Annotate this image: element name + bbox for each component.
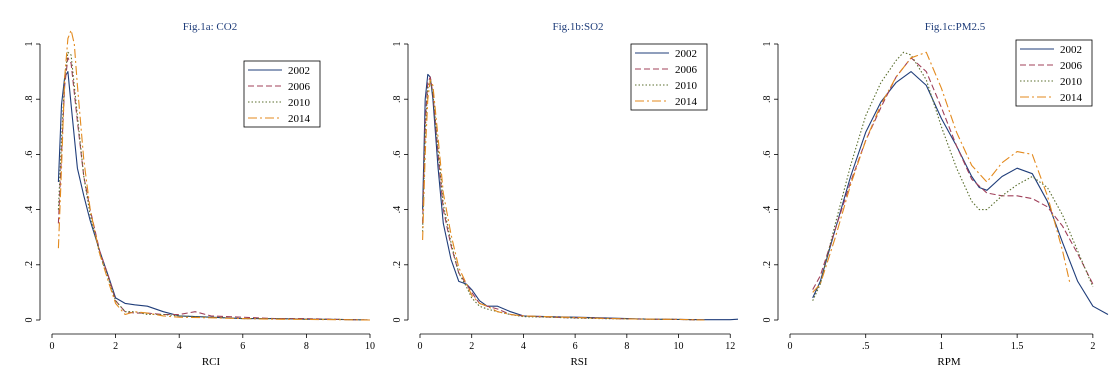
- x-tick-label: 0: [418, 341, 423, 352]
- series-line-2002: [422, 73, 739, 321]
- legend-label-2006: 2006: [675, 64, 698, 76]
- legend-label-2006: 2006: [288, 81, 311, 93]
- y-tick-label: .2: [392, 261, 403, 269]
- x-tick-label: 2: [1090, 341, 1095, 352]
- x-tick-label: 1: [939, 341, 944, 352]
- series-line-2006: [57, 57, 371, 321]
- y-tick-label: .2: [24, 261, 35, 269]
- x-tick-label: 4: [177, 341, 182, 352]
- y-tick-label: .6: [24, 151, 35, 159]
- y-tick-label: .8: [762, 95, 773, 103]
- x-tick-label: 10: [365, 341, 375, 352]
- legend-label-2014: 2014: [288, 113, 311, 125]
- x-tick-label: 6: [573, 341, 578, 352]
- y-tick-label: 1: [392, 42, 403, 47]
- y-tick-label: 0: [762, 318, 773, 323]
- y-tick-label: .8: [392, 95, 403, 103]
- y-tick-label: 0: [392, 318, 403, 323]
- series-line-2014: [422, 79, 705, 321]
- y-tick-label: 1: [24, 42, 35, 47]
- legend-label-2014: 2014: [1060, 92, 1083, 104]
- legend-box: [243, 60, 321, 128]
- x-axis-title: RPM: [937, 356, 960, 368]
- legend-label-2014: 2014: [675, 96, 698, 108]
- series-line-2010: [57, 51, 371, 321]
- series-line-2014: [812, 51, 1071, 293]
- x-tick-label: 12: [725, 341, 735, 352]
- chart-title: Fig.1b:SO2: [552, 21, 603, 33]
- legend-label-2002: 2002: [675, 48, 697, 60]
- x-tick-label: 2: [113, 341, 118, 352]
- series-line-2010: [422, 79, 705, 321]
- x-tick-label: 2: [469, 341, 474, 352]
- y-tick-label: .2: [762, 261, 773, 269]
- y-tick-label: .8: [24, 95, 35, 103]
- x-tick-label: 6: [240, 341, 245, 352]
- legend-box: [630, 43, 708, 111]
- series-line-2002: [812, 71, 1109, 315]
- legend: 2002 2006 2010 2014: [630, 43, 708, 111]
- series-line-2006: [812, 57, 1094, 290]
- y-tick-label: 0: [24, 318, 35, 323]
- x-axis-title: RSI: [570, 356, 587, 368]
- series-line-2014: [57, 29, 371, 321]
- y-tick-label: .4: [392, 206, 403, 214]
- legend-label-2006: 2006: [1060, 60, 1083, 72]
- x-tick-label: 0: [788, 341, 793, 352]
- y-tick-label: .6: [392, 151, 403, 159]
- legend-label-2010: 2010: [1060, 76, 1083, 88]
- y-tick-label: 1: [762, 42, 773, 47]
- legend-label-2010: 2010: [288, 97, 311, 109]
- legend-label-2010: 2010: [675, 80, 698, 92]
- y-tick-label: .4: [762, 206, 773, 214]
- x-tick-label: 10: [674, 341, 684, 352]
- legend-label-2002: 2002: [288, 65, 310, 77]
- chart-panel-3: Fig.1c:PM2.50.2.4.6.810.5 1 1.5 2RPM2002200…: [762, 21, 1109, 368]
- series-line-2010: [812, 51, 1094, 301]
- legend-label-2002: 2002: [1060, 44, 1082, 56]
- chart-title: Fig.1a: CO2: [183, 21, 237, 33]
- x-tick-label: 8: [304, 341, 309, 352]
- y-tick-label: .6: [762, 151, 773, 159]
- x-tick-label: 4: [521, 341, 526, 352]
- legend: 2002 2006 2010 2014: [1015, 39, 1093, 107]
- legend: 2002 2006 2010 2014: [243, 60, 321, 128]
- x-tick-label: 0: [50, 341, 55, 352]
- series-line-2002: [57, 71, 371, 321]
- legend-box: [1015, 39, 1093, 107]
- x-tick-label: .5: [862, 341, 870, 352]
- x-tick-label: 8: [624, 341, 629, 352]
- x-axis-title: RCI: [202, 356, 221, 368]
- y-tick-label: .4: [24, 206, 35, 214]
- x-tick-label: 1.5: [1011, 341, 1024, 352]
- chart-title: Fig.1c:PM2.5: [925, 21, 986, 33]
